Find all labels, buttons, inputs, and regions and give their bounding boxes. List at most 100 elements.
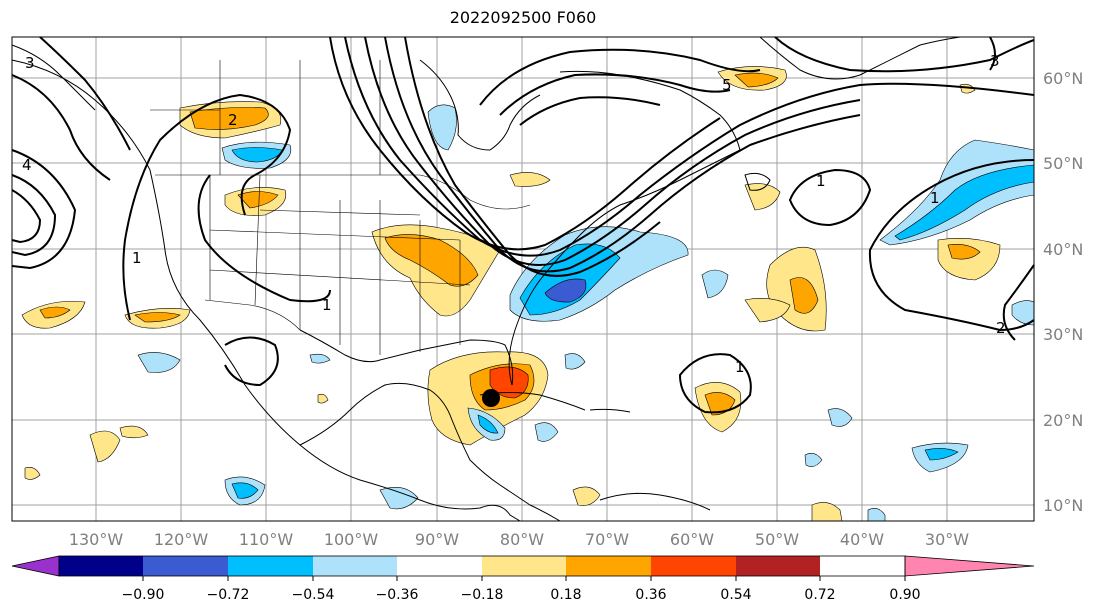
longitude-label: 30°W <box>925 530 969 549</box>
colorbar-tick-label: 0.54 <box>720 587 751 603</box>
shade-neg-small-1 <box>701 269 729 299</box>
coast-north-america <box>11 59 521 522</box>
plot-title: 2022092500 F060 <box>449 8 597 27</box>
shade-pos-tropatl-mid <box>704 392 736 416</box>
shade-pos-small-8 <box>811 502 843 522</box>
colorbar-segment <box>482 556 566 576</box>
shade-pos-midatl-3 <box>744 298 791 323</box>
colorbar-segment <box>904 555 1035 577</box>
latitude-label: 20°N <box>1043 411 1083 430</box>
contour-label: 1 <box>132 249 142 267</box>
shade-pos-small-9 <box>317 393 329 404</box>
latitude-label: 60°N <box>1043 69 1083 88</box>
contour-lines <box>11 36 1035 414</box>
shade-neg-small-5 <box>137 352 181 373</box>
shade-neg-caribbean-mid <box>477 414 499 434</box>
contour-baja <box>224 336 279 387</box>
contour-low-pac-2 <box>11 189 42 244</box>
colorbar-tick-label: −0.72 <box>207 587 250 603</box>
shade-pos-small-4 <box>119 425 149 439</box>
contour-label: 1 <box>322 296 332 314</box>
shade-pos-midwest-mid <box>384 234 479 287</box>
contour-natl-band <box>868 159 1035 332</box>
contour-label: 4 <box>22 156 32 174</box>
latitude-labels: 60°N 50°N 40°N 30°N 20°N 10°N <box>1043 69 1083 515</box>
colorbar-segment <box>651 556 736 576</box>
contour-low-pac-3 <box>11 149 77 270</box>
shade-neg-hudson <box>427 104 457 151</box>
contour-trough-5 <box>329 36 721 251</box>
coast-east-us <box>508 149 741 386</box>
colorbar-segment <box>11 555 60 577</box>
colorbar-tick-label: 0.90 <box>889 587 920 603</box>
longitude-label: 50°W <box>755 530 799 549</box>
contour-label: 1 <box>735 358 745 376</box>
shade-pos-small-2-mid <box>134 312 181 323</box>
canada-provinces <box>150 60 381 175</box>
coast-hispaniola <box>589 408 631 413</box>
contour-labels: 1 1 1 1 1 2 2 3 3 4 5 <box>22 52 1006 376</box>
colorbar-segment <box>397 556 482 576</box>
shade-pos-small-7 <box>572 486 601 506</box>
longitude-label: 70°W <box>585 530 629 549</box>
contour-trough-3 <box>384 36 861 273</box>
colorbar-tick-label: 0.72 <box>804 587 835 603</box>
colorbar-segment <box>313 556 397 576</box>
colorbar-tick-label: 0.36 <box>635 587 666 603</box>
latitude-label: 40°N <box>1043 240 1083 259</box>
shade-neg-small-2 <box>827 408 853 427</box>
longitude-label: 40°W <box>840 530 884 549</box>
contour-ridge-west <box>122 93 292 321</box>
colorbar-segment <box>143 556 228 576</box>
longitude-label: 100°W <box>324 530 379 549</box>
coast-newfoundland <box>744 172 771 191</box>
contour-1034-right <box>1002 264 1035 341</box>
state-lines <box>209 174 471 355</box>
shade-neg-small-7 <box>379 487 419 510</box>
colorbar <box>11 555 1035 577</box>
contour-north-arc-3 <box>519 96 661 126</box>
contour-greenland-loop <box>774 36 1035 73</box>
coast-greenland <box>759 36 961 80</box>
longitude-label: 90°W <box>415 530 459 549</box>
contour-label: 1 <box>816 172 826 190</box>
shade-neg-small-10 <box>804 453 823 467</box>
contour-label: 2 <box>228 111 238 129</box>
colorbar-tick-label: −0.18 <box>461 587 504 603</box>
shade-neg-eastcoast-dark <box>544 278 587 303</box>
latitude-label: 50°N <box>1043 154 1083 173</box>
coast-mexico <box>299 382 453 446</box>
coast-south-america <box>599 492 711 511</box>
contour-north-arc-2 <box>499 73 731 116</box>
contour-label: 2 <box>996 319 1006 337</box>
shade-pos-small-1-mid <box>39 306 71 319</box>
colorbar-tick-label: −0.90 <box>122 587 165 603</box>
contour-trough-2 <box>364 36 861 266</box>
contour-natl-low <box>788 168 872 227</box>
longitude-label: 130°W <box>69 530 124 549</box>
colorbar-segment <box>566 556 651 576</box>
coast-canada-east <box>559 70 741 151</box>
us-mexico-border <box>204 299 301 331</box>
contour-alaska-2 <box>39 36 131 151</box>
shade-neg-small-8 <box>534 422 559 442</box>
shade-neg-small-6-mid <box>231 482 259 499</box>
shade-neg-canada-mid <box>231 147 283 163</box>
longitude-label: 60°W <box>670 530 714 549</box>
coast-central-america <box>451 419 561 522</box>
longitude-label: 120°W <box>154 530 209 549</box>
shade-pos-small-6 <box>509 172 551 187</box>
colorbar-labels: −0.90 −0.72 −0.54 −0.36 −0.18 0.18 0.36 0.54 0.7… <box>122 576 921 603</box>
latitude-label: 30°N <box>1043 325 1083 344</box>
storm-center-marker <box>482 389 500 407</box>
contour-greenland-2 <box>989 36 996 71</box>
colorbar-segment <box>736 556 820 576</box>
contour-alaska-1 <box>11 74 111 181</box>
contour-low-pac <box>11 174 57 257</box>
shade-neg-small-11 <box>867 508 886 522</box>
colorbar-tick-label: −0.36 <box>376 587 419 603</box>
shade-neg-small-12 <box>309 353 331 364</box>
shade-pos-small-5 <box>24 467 41 480</box>
colorbar-segment <box>228 556 313 576</box>
